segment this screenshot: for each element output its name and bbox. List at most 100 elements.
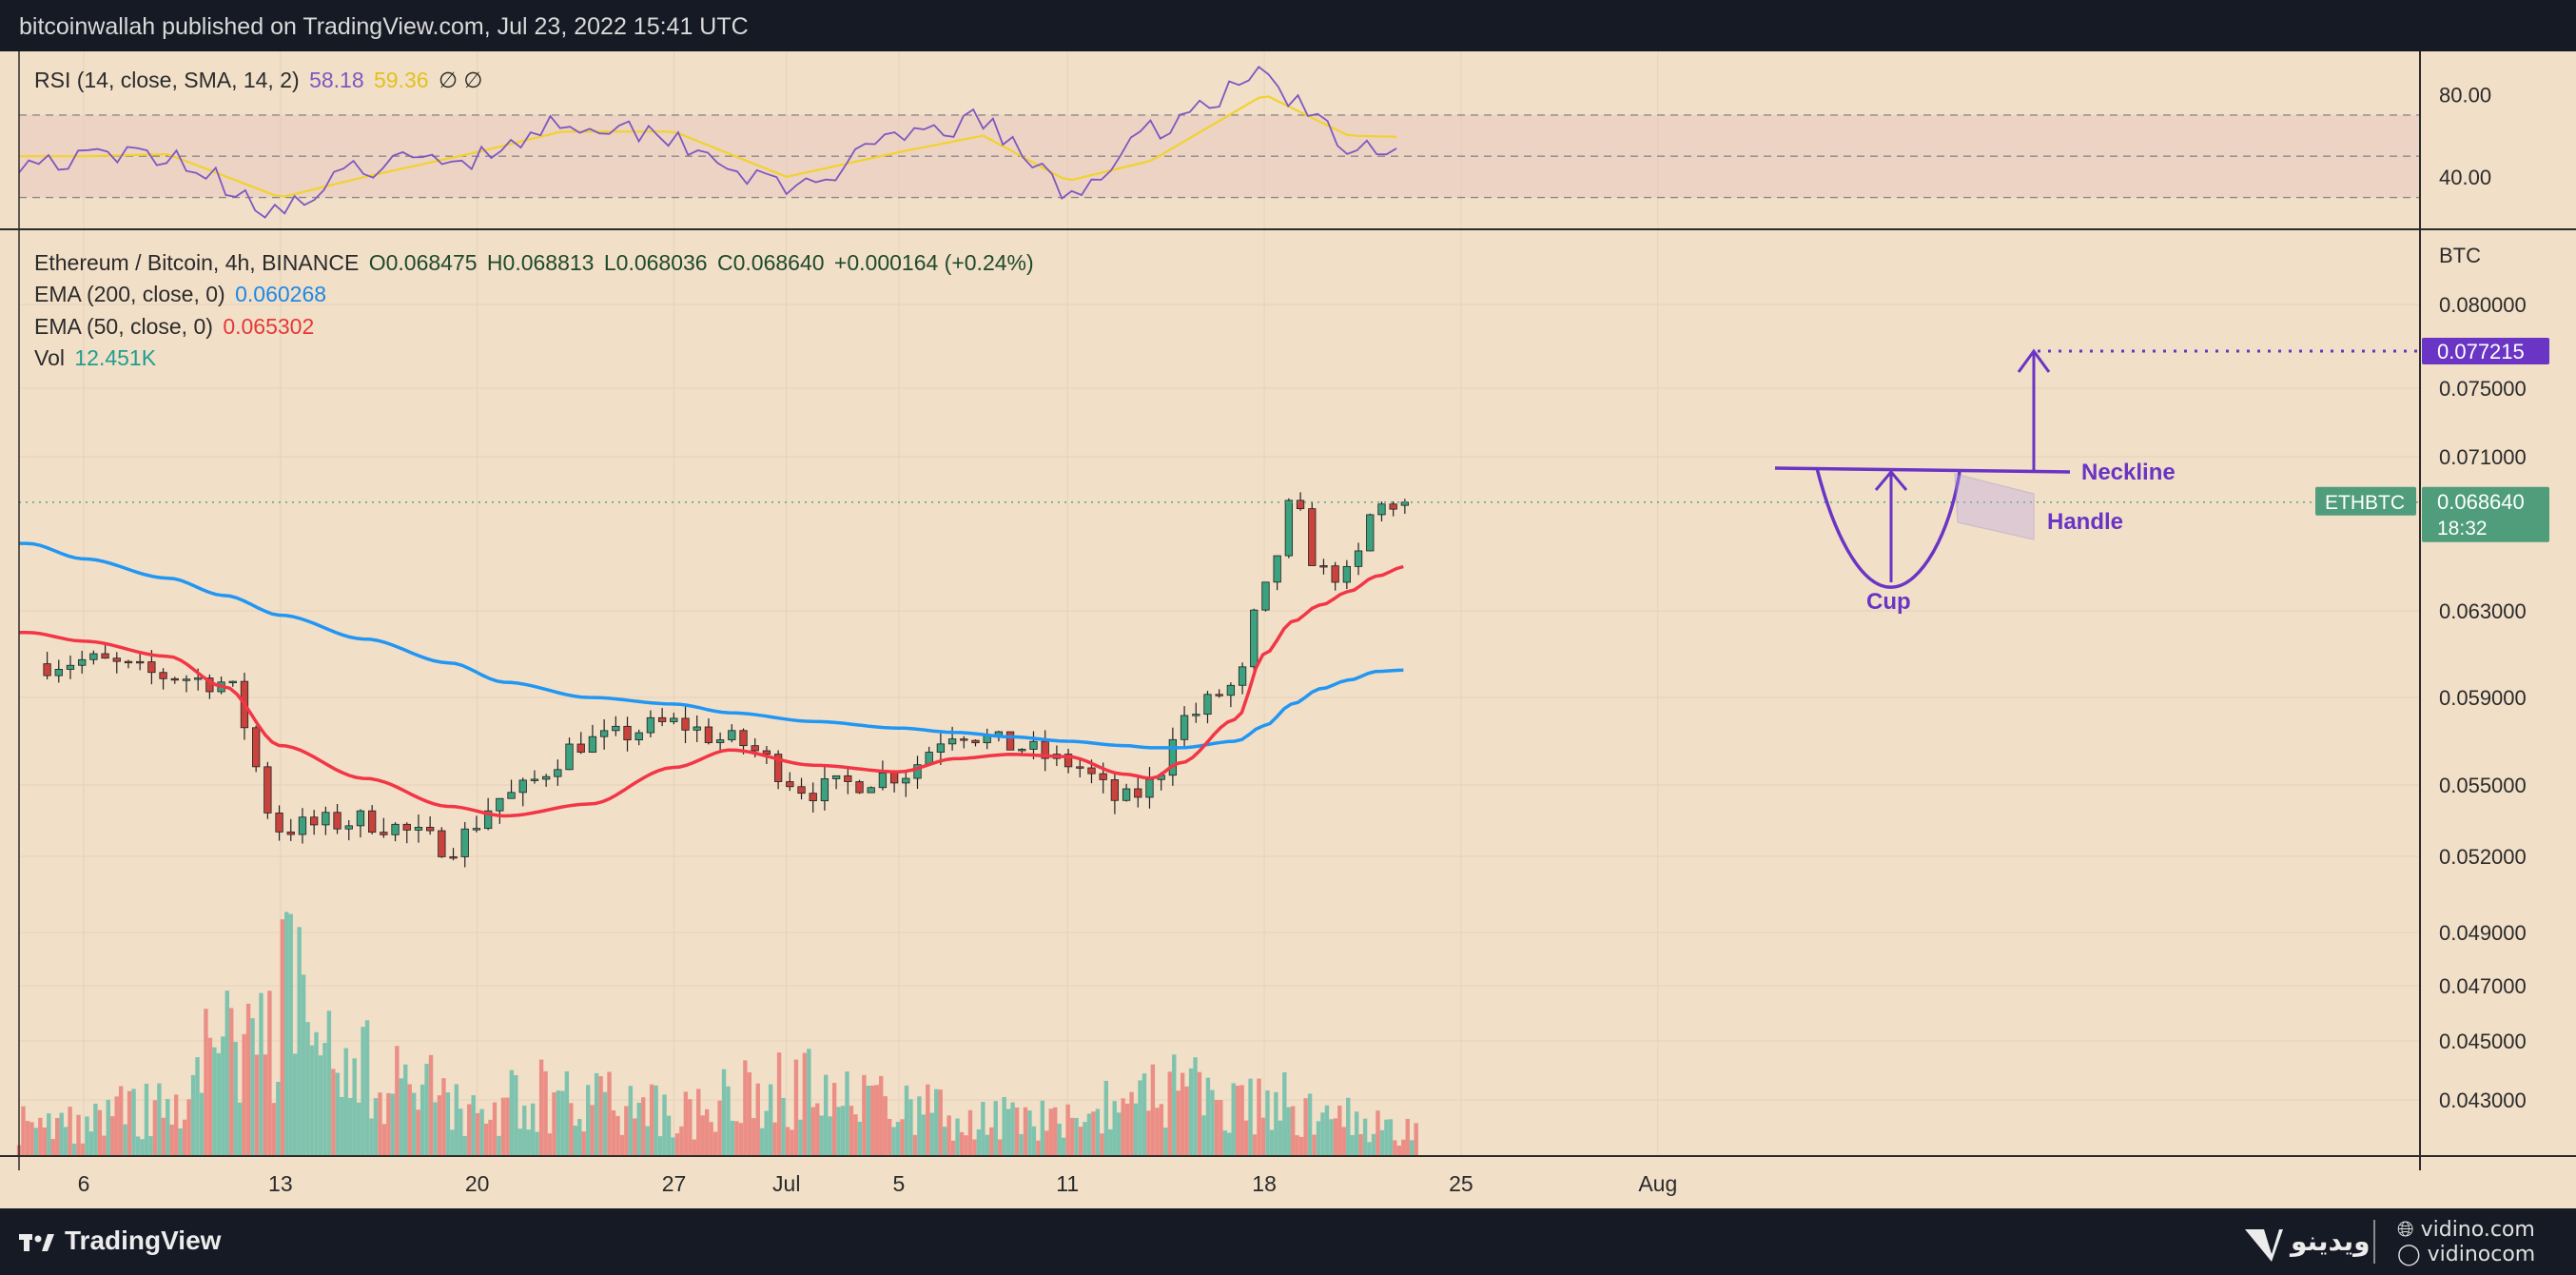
candle-body (1018, 749, 1026, 752)
volume-bar (845, 1071, 849, 1156)
volume-bar (785, 1127, 790, 1156)
volume-bar (666, 1115, 672, 1156)
candle-body (889, 772, 899, 784)
volume-bar (514, 1075, 518, 1156)
volume-bar (204, 1009, 208, 1156)
volume-bar (912, 1134, 918, 1156)
volume-bar (747, 1071, 752, 1156)
volume-bar (1295, 1135, 1299, 1156)
volume-bar (615, 1115, 620, 1156)
candle-body (971, 739, 980, 744)
volume-bar (645, 1126, 650, 1156)
volume-bar (450, 1129, 455, 1156)
candle-body (472, 828, 481, 831)
candle-body (599, 730, 609, 737)
volume-bar (25, 1121, 30, 1156)
volume-bar (309, 1045, 315, 1156)
symbol-badge-label: ETHBTC (2325, 492, 2405, 514)
volume-bar (849, 1106, 854, 1156)
chart-canvas[interactable]: Neckline Handle Cup 6 13 20 27 Jul 5 11 18 25 Aug 0.… (0, 51, 2576, 1208)
price-tick-label: 0.080000 (2439, 293, 2527, 317)
volume-bar (602, 1091, 608, 1156)
volume-bar (420, 1084, 425, 1156)
candle-body (1342, 565, 1352, 583)
volume-bar (509, 1069, 515, 1156)
volume-bar (942, 1127, 947, 1156)
candle-body (136, 660, 145, 664)
volume-bar (1159, 1104, 1164, 1156)
volume-bar (305, 1022, 310, 1156)
volume-bar (110, 1116, 115, 1156)
volume-bar (1388, 1119, 1394, 1156)
volume-bar (1252, 1134, 1258, 1156)
volume-bar (1393, 1140, 1397, 1156)
volume-bar (1414, 1123, 1418, 1156)
volume-bar (1091, 1111, 1096, 1156)
volume-bar (1197, 1071, 1202, 1156)
candle-body (356, 810, 365, 827)
volume-bar (1286, 1107, 1291, 1156)
volume-bar (624, 1106, 629, 1156)
volume-bar (152, 1100, 158, 1156)
volume-bar (641, 1097, 646, 1156)
volume-bar (598, 1076, 603, 1156)
volume-bar (793, 1059, 799, 1156)
candle-body (913, 764, 922, 779)
volume-bar (790, 1129, 794, 1156)
candle-body (425, 827, 435, 832)
volume-bar (1138, 1080, 1142, 1156)
volume-bar (224, 991, 229, 1156)
candle-body (530, 778, 539, 781)
volume-bar (161, 1117, 166, 1156)
volume-bar (577, 1118, 582, 1156)
candle-body (947, 738, 957, 745)
symbol-label: Ethereum / Bitcoin, 4h, BINANCE (34, 250, 360, 275)
candle-body (402, 823, 411, 831)
volume-bar (887, 1118, 892, 1156)
volume-bar (764, 1110, 769, 1156)
volume-bar (1358, 1133, 1363, 1156)
volume-bar (853, 1114, 858, 1156)
price-tick-label: 0.047000 (2439, 974, 2527, 998)
volume-bar (879, 1075, 884, 1156)
volume-bar (1367, 1142, 1372, 1156)
candle-body (844, 775, 852, 782)
volume-bar (535, 1131, 539, 1156)
price-tick-label: 0.071000 (2439, 445, 2527, 469)
candle-body (1168, 738, 1178, 776)
volume-bar (381, 1124, 387, 1156)
volume-bar (938, 1089, 943, 1156)
volume-bar (636, 1102, 641, 1156)
candle-body (159, 672, 167, 679)
volume-bar (76, 1114, 81, 1156)
candle-body (43, 663, 51, 677)
volume-bar (1027, 1110, 1032, 1156)
volume-bar (245, 1003, 251, 1156)
volume-bar (254, 1054, 260, 1156)
tradingview-mark-icon (19, 1233, 54, 1251)
volume-bar (1291, 1106, 1296, 1156)
volume-bar (1133, 1103, 1139, 1156)
vidino-handle: vidinocom (2427, 1243, 2536, 1266)
candle-body (728, 730, 736, 740)
volume-bar (1405, 1118, 1410, 1156)
candle-body (681, 717, 690, 731)
ohlc-low: L0.068036 (603, 250, 708, 275)
volume-bar (828, 1116, 832, 1156)
volume-bar (904, 1085, 909, 1156)
volume-bar (47, 1113, 51, 1156)
ohlc-high: H0.068813 (486, 250, 595, 275)
volume-bar (1142, 1073, 1147, 1156)
volume-bar (926, 1084, 930, 1156)
candle-body (1226, 684, 1236, 696)
volume-bar (492, 1102, 498, 1156)
volume-bar (314, 1031, 319, 1156)
volume-bar (259, 992, 263, 1156)
volume-bar (1040, 1100, 1045, 1156)
volume-bar (1307, 1093, 1313, 1156)
volume-bar (709, 1122, 713, 1156)
volume-bar (199, 1092, 205, 1156)
tradingview-logo[interactable]: TradingView (19, 1226, 221, 1256)
time-tick-label: 6 (78, 1171, 90, 1196)
candle-body (1238, 666, 1247, 686)
